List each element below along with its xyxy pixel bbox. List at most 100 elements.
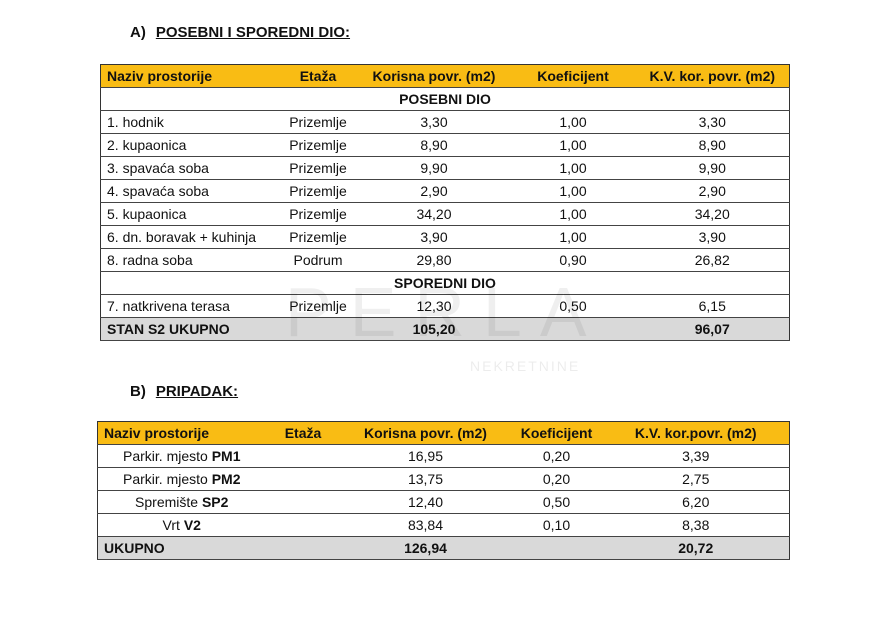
cell: 0,90 xyxy=(510,248,636,272)
table-posebni-sporedni: Naziv prostorije Etaža Korisna povr. (m2) K… xyxy=(100,64,790,341)
cell: 2,90 xyxy=(635,179,790,203)
cell: Prizemlje xyxy=(278,179,358,203)
room-name: Parkir. mjesto xyxy=(123,448,212,464)
section-title: POSEBNI I SPOREDNI DIO: xyxy=(155,24,351,41)
cell xyxy=(265,467,341,491)
table-row: 5. kupaonica Prizemlje 34,20 1,00 34,20 xyxy=(100,202,790,226)
section-title: PRIPADAK: xyxy=(155,383,239,400)
column-header: Koeficijent xyxy=(510,421,603,445)
cell: 26,82 xyxy=(635,248,790,272)
table-row: 8. radna soba Podrum 29,80 0,90 26,82 xyxy=(100,248,790,272)
column-header: Etaža xyxy=(278,64,358,88)
table-row: Parkir. mjesto PM1 16,95 0,20 3,39 xyxy=(97,444,790,468)
room-name: Vrt xyxy=(162,517,184,533)
column-header: Korisna povr. (m2) xyxy=(340,421,511,445)
cell: 2,75 xyxy=(602,467,790,491)
cell: 34,20 xyxy=(635,202,790,226)
column-header: K.V. kor. povr. (m2) xyxy=(635,64,790,88)
column-header: K.V. kor.povr. (m2) xyxy=(602,421,790,445)
name-cell: Vrt V2 xyxy=(97,513,266,537)
cell: 0,10 xyxy=(510,513,603,537)
total-korisna: 126,94 xyxy=(340,536,511,560)
cell: 1,00 xyxy=(510,133,636,157)
table-header: Naziv prostorije Etaža Korisna povr. (m2) K… xyxy=(97,421,790,445)
cell: 16,95 xyxy=(340,444,511,468)
table-header: Naziv prostorije Etaža Korisna povr. (m2) K… xyxy=(100,64,790,88)
cell: 0,20 xyxy=(510,467,603,491)
total-row: UKUPNO 126,94 20,72 xyxy=(97,536,790,560)
group-row: POSEBNI DIO xyxy=(100,87,790,111)
cell xyxy=(510,317,636,341)
cell: 3,30 xyxy=(357,110,511,134)
watermark-sub: NEKRETNINE xyxy=(470,358,581,374)
cell: 29,80 xyxy=(357,248,511,272)
room-code: SP2 xyxy=(201,494,229,510)
cell: 0,20 xyxy=(510,444,603,468)
cell xyxy=(278,317,358,341)
cell: 13,75 xyxy=(340,467,511,491)
table-row: 4. spavaća soba Prizemlje 2,90 1,00 2,90 xyxy=(100,179,790,203)
cell: 3. spavaća soba xyxy=(100,156,279,180)
table-row: Spremište SP2 12,40 0,50 6,20 xyxy=(97,490,790,514)
cell: 1,00 xyxy=(510,110,636,134)
cell: 12,30 xyxy=(357,294,511,318)
cell: 4. spavaća soba xyxy=(100,179,279,203)
cell: 3,39 xyxy=(602,444,790,468)
cell: 8,38 xyxy=(602,513,790,537)
room-name: Spremište xyxy=(135,494,202,510)
name-cell: Spremište SP2 xyxy=(97,490,266,514)
cell: 12,40 xyxy=(340,490,511,514)
name-cell: Parkir. mjesto PM2 xyxy=(97,467,266,491)
cell: 3,90 xyxy=(635,225,790,249)
cell: 0,50 xyxy=(510,294,636,318)
room-code: PM1 xyxy=(211,448,241,464)
group-row: SPOREDNI DIO xyxy=(100,271,790,295)
table-row: 7. natkrivena terasa Prizemlje 12,30 0,50 6,… xyxy=(100,294,790,318)
cell: Prizemlje xyxy=(278,133,358,157)
cell xyxy=(510,536,603,560)
table-row: 6. dn. boravak + kuhinja Prizemlje 3,90 1,0… xyxy=(100,225,790,249)
section-letter: A) xyxy=(130,24,146,41)
name-cell: Parkir. mjesto PM1 xyxy=(97,444,266,468)
cell xyxy=(265,490,341,514)
cell: Prizemlje xyxy=(278,202,358,226)
total-row: STAN S2 UKUPNO 105,20 96,07 xyxy=(100,317,790,341)
room-name: Parkir. mjesto xyxy=(123,471,212,487)
table-row: 3. spavaća soba Prizemlje 9,90 1,00 9,90 xyxy=(100,156,790,180)
table-row: 1. hodnik Prizemlje 3,30 1,00 3,30 xyxy=(100,110,790,134)
cell: 0,50 xyxy=(510,490,603,514)
cell: 8,90 xyxy=(357,133,511,157)
column-header: Naziv prostorije xyxy=(100,64,279,88)
cell: 6,15 xyxy=(635,294,790,318)
group-label: POSEBNI DIO xyxy=(100,87,790,111)
room-code: V2 xyxy=(183,517,201,533)
cell xyxy=(265,513,341,537)
cell: 34,20 xyxy=(357,202,511,226)
total-label: STAN S2 UKUPNO xyxy=(100,317,279,341)
total-kv: 96,07 xyxy=(635,317,790,341)
cell: 1. hodnik xyxy=(100,110,279,134)
cell: 1,00 xyxy=(510,156,636,180)
cell: Prizemlje xyxy=(278,225,358,249)
group-label: SPOREDNI DIO xyxy=(100,271,790,295)
total-kv: 20,72 xyxy=(602,536,790,560)
table-row: 2. kupaonica Prizemlje 8,90 1,00 8,90 xyxy=(100,133,790,157)
column-header: Korisna povr. (m2) xyxy=(357,64,511,88)
room-code: PM2 xyxy=(211,471,241,487)
cell: 1,00 xyxy=(510,225,636,249)
section-letter: B) xyxy=(130,383,146,400)
section-a-heading: A) POSEBNI I SPOREDNI DIO: xyxy=(130,24,350,41)
cell: 6. dn. boravak + kuhinja xyxy=(100,225,279,249)
table-row: Vrt V2 83,84 0,10 8,38 xyxy=(97,513,790,537)
cell: 3,90 xyxy=(357,225,511,249)
cell: Prizemlje xyxy=(278,294,358,318)
cell: 8,90 xyxy=(635,133,790,157)
cell xyxy=(265,536,341,560)
cell: 5. kupaonica xyxy=(100,202,279,226)
cell: 3,30 xyxy=(635,110,790,134)
column-header: Naziv prostorije xyxy=(97,421,266,445)
table-pripadak: Naziv prostorije Etaža Korisna povr. (m2) K… xyxy=(97,421,790,560)
column-header: Koeficijent xyxy=(510,64,636,88)
cell: 8. radna soba xyxy=(100,248,279,272)
cell: 6,20 xyxy=(602,490,790,514)
